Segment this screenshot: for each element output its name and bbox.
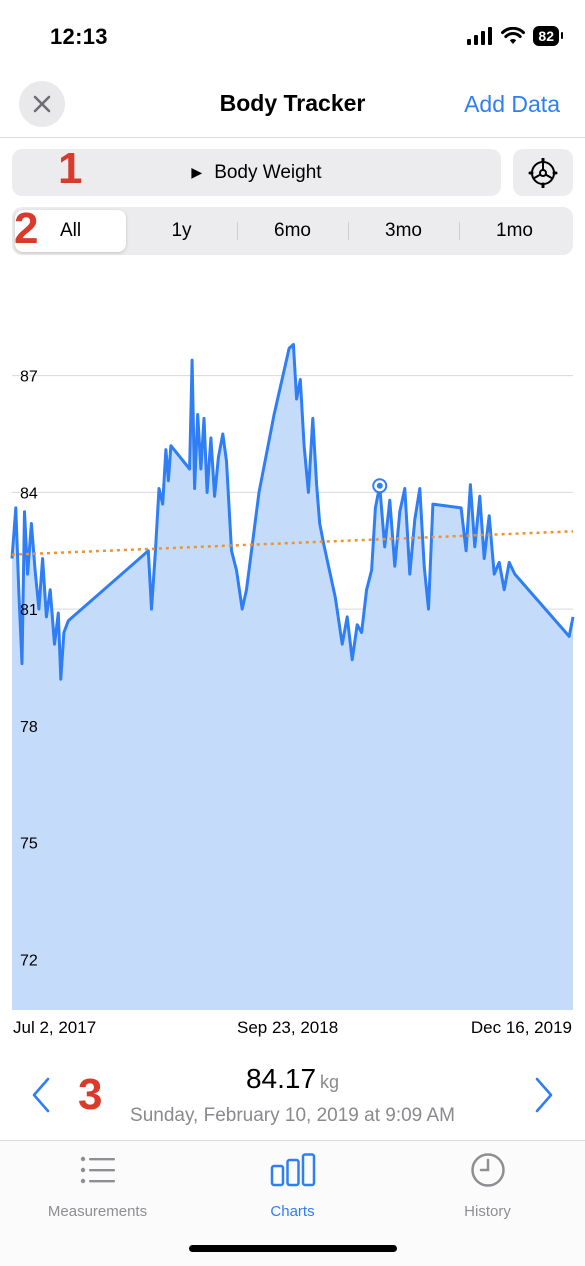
y-axis-tick-label: 87 [20, 369, 38, 386]
chart-area-fill [12, 344, 573, 1010]
annotation-badge-2: 2 [14, 204, 39, 253]
range-segmented-control: All 1y 6mo 3mo 1mo [12, 207, 573, 255]
segment-1mo[interactable]: 1mo [459, 210, 570, 252]
selected-reading: 84.17 kg Sunday, February 10, 2019 at 9:0… [0, 1055, 585, 1135]
segment-label: 3mo [385, 220, 422, 241]
annotation-badge-3: 3 [78, 1070, 103, 1119]
reading-value: 84.17 [245, 1063, 317, 1094]
chart-weight-line [10, 343, 575, 681]
segment-label: 1mo [496, 220, 533, 241]
segment-label: 1y [171, 220, 192, 241]
metric-selector-button[interactable]: ▶ Body Weight [12, 149, 501, 196]
tab-label: History [464, 1203, 511, 1220]
segment-label: 6mo [274, 220, 311, 241]
close-icon [33, 95, 51, 113]
add-data-button[interactable]: Add Data [464, 91, 560, 117]
x-axis-label-end: Dec 16, 2019 [470, 1018, 572, 1037]
status-icons: 82 [467, 26, 563, 46]
y-axis-tick-label: 75 [20, 836, 38, 853]
close-button[interactable] [19, 81, 65, 127]
y-axis-tick-label: 72 [20, 952, 38, 969]
segment-1y[interactable]: 1y [126, 210, 237, 252]
reading-unit: kg [320, 1072, 340, 1092]
list-icon [0, 1151, 195, 1189]
next-reading-button[interactable] [529, 1075, 559, 1115]
clock-icon [390, 1151, 585, 1189]
home-indicator [189, 1245, 397, 1252]
bar-chart-icon [195, 1151, 390, 1189]
status-bar: 12:13 82 [0, 0, 585, 70]
status-time: 12:13 [50, 24, 108, 49]
nav-bar: Body Tracker Add Data [0, 70, 585, 138]
tab-history[interactable]: History [390, 1151, 585, 1220]
segment-label: All [59, 220, 82, 241]
annotation-badge-1: 1 [58, 144, 83, 193]
x-axis-label-start: Jul 2, 2017 [13, 1018, 97, 1037]
tab-measurements[interactable]: Measurements [0, 1151, 195, 1220]
x-axis-label-middle: Sep 23, 2018 [237, 1018, 339, 1037]
segment-all[interactable]: All [15, 210, 126, 252]
selected-point-dot [376, 482, 383, 489]
play-icon: ▶ [191, 164, 203, 180]
segment-6mo[interactable]: 6mo [237, 210, 348, 252]
wifi-icon [501, 27, 526, 44]
reading-value-line: 84.17 kg [0, 1063, 585, 1095]
tab-label: Charts [270, 1203, 315, 1220]
y-axis-tick-label: 78 [20, 719, 38, 736]
tab-charts[interactable]: Charts [195, 1151, 390, 1220]
weight-chart[interactable]: 87 84 81 78 75 72 [0, 290, 585, 1050]
chevron-right-icon [535, 1077, 553, 1113]
reading-date: Sunday, February 10, 2019 at 9:09 AM [130, 1105, 455, 1126]
battery-icon: 82 [533, 26, 563, 46]
previous-reading-button[interactable] [26, 1075, 56, 1115]
chart-trend-line [11, 530, 574, 556]
metric-selector-label: Body Weight [214, 161, 322, 183]
chart-svg: 87 84 81 78 75 72 [10, 343, 575, 1010]
segment-3mo[interactable]: 3mo [348, 210, 459, 252]
gear-icon [528, 157, 558, 188]
cellular-signal-icon [467, 27, 493, 45]
tab-label: Measurements [47, 1203, 148, 1220]
chart-settings-button[interactable] [513, 149, 573, 196]
chevron-left-icon [32, 1077, 50, 1113]
y-axis-tick-label: 81 [20, 602, 38, 619]
y-axis-tick-label: 84 [20, 485, 38, 502]
